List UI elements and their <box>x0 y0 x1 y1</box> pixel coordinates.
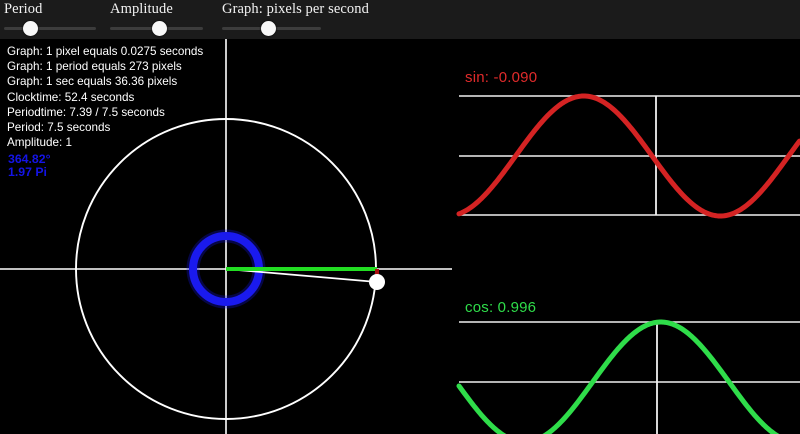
graph-scale-slider-label: Graph: pixels per second <box>222 1 369 17</box>
sine-graph-svg <box>456 93 800 219</box>
period-slider-label: Period <box>4 1 43 17</box>
readout-line-sec-pixels: Graph: 1 sec equals 36.36 pixels <box>7 75 178 89</box>
unit-circle-svg <box>0 39 452 434</box>
amplitude-slider-group: Amplitude <box>110 0 203 39</box>
angle-readout: 364.82° 1.97 Pi <box>8 152 51 180</box>
period-slider-thumb[interactable] <box>23 21 38 36</box>
readout-panel: Graph: 1 pixel equals 0.0275 seconds Gra… <box>7 44 203 150</box>
control-bar: Period Amplitude Graph: pixels per secon… <box>0 0 800 39</box>
cosine-wave-curve <box>456 319 780 434</box>
sine-wave-curve <box>456 93 800 219</box>
amplitude-slider-label: Amplitude <box>110 1 173 17</box>
cosine-graph-svg <box>456 319 800 434</box>
cosine-graph-panel[interactable]: cos: 0.996 <box>440 290 800 434</box>
circle-point-handle[interactable] <box>369 274 385 290</box>
cosine-graph-title: cos: 0.996 <box>465 299 537 316</box>
period-slider-track[interactable] <box>4 27 96 30</box>
graph-scale-slider-group: Graph: pixels per second <box>222 0 369 39</box>
angle-radians-label: 1.97 Pi <box>8 165 47 180</box>
angle-degrees-label: 364.82° <box>8 152 51 166</box>
unit-circle-stage[interactable] <box>0 39 452 434</box>
graph-scale-slider-thumb[interactable] <box>261 21 276 36</box>
sine-graph-title: sin: -0.090 <box>465 69 538 86</box>
readout-line-period-pixels: Graph: 1 period equals 273 pixels <box>7 60 182 74</box>
sine-graph-panel[interactable]: sin: -0.090 <box>440 60 800 235</box>
readout-line-period: Period: 7.5 seconds <box>7 121 111 135</box>
radius-line <box>225 268 378 283</box>
readout-line-periodtime: Periodtime: 7.39 / 7.5 seconds <box>7 105 165 119</box>
readout-line-pixel-seconds: Graph: 1 pixel equals 0.0275 seconds <box>7 45 204 58</box>
readout-line-clocktime: Clocktime: 52.4 seconds <box>7 90 135 104</box>
readout-line-amplitude: Amplitude: 1 <box>7 136 72 150</box>
amplitude-slider-thumb[interactable] <box>152 21 167 36</box>
period-slider-group: Period <box>4 0 96 39</box>
